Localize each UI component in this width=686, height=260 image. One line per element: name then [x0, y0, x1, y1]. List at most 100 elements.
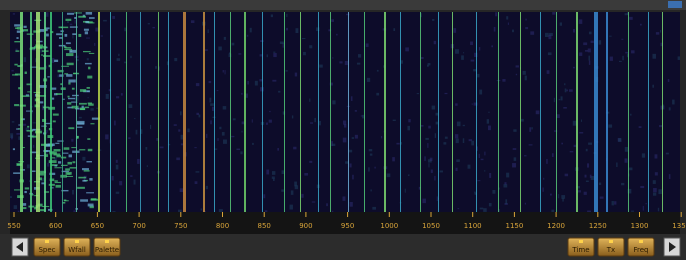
noise: [87, 58, 89, 60]
noise: [614, 201, 616, 204]
noise: [471, 60, 475, 62]
noise: [407, 126, 410, 130]
noise: [502, 79, 505, 82]
signal-speckle: [83, 51, 91, 52]
signal-speckle: [54, 60, 58, 62]
noise: [355, 110, 357, 112]
noise: [160, 147, 164, 149]
button-label: Wfall: [68, 246, 86, 254]
noise: [573, 67, 575, 68]
noise: [599, 183, 601, 185]
noise: [546, 159, 548, 164]
noise: [570, 151, 574, 152]
noise: [13, 13, 15, 14]
signal-trace: [606, 12, 608, 212]
noise: [393, 120, 396, 121]
noise: [195, 171, 199, 172]
noise: [488, 112, 489, 113]
noise: [272, 176, 275, 178]
noise: [67, 21, 69, 23]
noise: [430, 158, 433, 161]
noise: [639, 126, 642, 128]
noise: [255, 81, 258, 86]
signal-trace: [576, 12, 578, 212]
noise: [558, 194, 559, 198]
noise: [343, 196, 346, 200]
signal-speckle: [23, 203, 27, 206]
signal-trace: [214, 12, 215, 212]
noise: [488, 126, 491, 131]
noise: [286, 14, 287, 17]
noise: [355, 135, 358, 139]
noise: [472, 104, 473, 105]
noise: [72, 35, 73, 38]
noise: [222, 132, 225, 136]
noise: [445, 93, 448, 94]
signal-speckle: [16, 37, 18, 39]
noise: [579, 19, 583, 23]
signal-speckle: [65, 168, 70, 170]
signal-speckle: [82, 180, 86, 182]
noise: [147, 165, 148, 166]
noise: [392, 157, 395, 161]
axis-label: 900: [299, 222, 312, 230]
signal-trace: [400, 12, 401, 212]
noise: [118, 54, 119, 56]
noise: [461, 55, 464, 59]
noise: [561, 96, 563, 100]
noise: [314, 118, 316, 122]
axis-label: 850: [258, 222, 271, 230]
noise: [631, 50, 635, 53]
noise: [137, 159, 140, 164]
signal-speckle: [66, 53, 73, 56]
noise: [233, 118, 236, 120]
noise: [642, 153, 645, 157]
noise: [559, 99, 561, 100]
signal-trace: [126, 12, 127, 212]
noise: [180, 111, 182, 115]
signal-trace: [230, 12, 231, 212]
noise: [106, 94, 109, 99]
noise: [368, 167, 370, 171]
button-label: Spec: [38, 246, 55, 254]
noise: [655, 172, 658, 175]
signal-speckle: [69, 50, 76, 53]
noise: [456, 159, 459, 162]
noise: [483, 208, 487, 212]
noise: [201, 208, 203, 210]
noise: [424, 156, 425, 161]
noise: [484, 170, 485, 171]
signal-speckle: [24, 191, 26, 193]
noise: [357, 63, 360, 65]
noise: [668, 79, 669, 82]
signal-speckle: [47, 76, 49, 77]
axis-label: 1200: [547, 222, 565, 230]
noise: [588, 56, 590, 61]
noise: [302, 38, 305, 39]
axis-label: 1350: [672, 222, 686, 230]
noise: [103, 20, 107, 22]
noise: [82, 157, 85, 161]
signal-speckle: [64, 147, 70, 150]
noise: [427, 65, 429, 67]
noise: [241, 131, 242, 133]
noise: [621, 183, 624, 185]
noise: [672, 100, 674, 105]
noise: [319, 65, 323, 68]
noise: [585, 175, 587, 178]
noise: [437, 196, 438, 201]
noise: [332, 57, 333, 58]
noise: [457, 122, 461, 127]
noise: [212, 117, 215, 118]
signal-speckle: [54, 167, 61, 168]
signal-speckle: [65, 34, 68, 37]
signal-trace: [183, 12, 186, 212]
noise: [548, 35, 551, 39]
signal-speckle: [68, 98, 75, 99]
noise: [653, 180, 656, 184]
corner-button[interactable]: [668, 1, 682, 8]
signal-speckle: [41, 54, 43, 55]
noise: [130, 175, 132, 177]
noise: [195, 181, 198, 184]
noise: [176, 158, 180, 161]
